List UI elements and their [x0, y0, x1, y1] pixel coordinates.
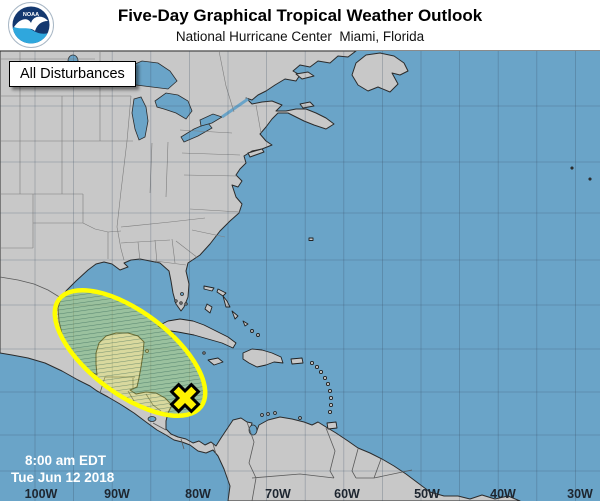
lon-label: 50W — [414, 487, 440, 501]
noaa-logo-text: NOAA — [23, 12, 39, 18]
noaa-logo-icon: NOAA — [8, 2, 54, 48]
caribbean-islands — [145, 166, 592, 430]
lon-label: 70W — [265, 487, 291, 501]
longitude-labels: 100W 90W 80W 70W 60W 50W 40W 30W — [25, 487, 593, 501]
graticule — [0, 51, 600, 501]
issue-time-block: 8:00 am EDT Tue Jun 12 2018 — [11, 453, 115, 485]
map-canvas: 8:00 am EDT Tue Jun 12 2018 100W 90W 80W… — [0, 51, 600, 501]
lon-label: 60W — [334, 487, 360, 501]
legend-label-box: All Disturbances — [9, 61, 136, 87]
disturbance-x-marker[interactable] — [165, 378, 205, 418]
disturbance-area[interactable] — [34, 267, 226, 440]
lon-label: 90W — [104, 487, 130, 501]
lon-label: 30W — [567, 487, 593, 501]
issued-date: Tue Jun 12 2018 — [11, 470, 115, 485]
page-subtitle: National Hurricane Center Miami, Florida — [175, 29, 425, 44]
page-title: Five-Day Graphical Tropical Weather Outl… — [117, 6, 483, 25]
state-borders — [0, 51, 262, 266]
lon-label: 40W — [490, 487, 516, 501]
outlook-map[interactable]: 8:00 am EDT Tue Jun 12 2018 100W 90W 80W… — [0, 50, 600, 501]
lon-label: 80W — [185, 487, 211, 501]
legend-label: All Disturbances — [20, 66, 125, 82]
issued-time: 8:00 am EDT — [25, 453, 107, 468]
lon-label: 100W — [25, 487, 58, 501]
header: NOAA Five-Day Graphical Tropical Weather… — [0, 0, 600, 50]
